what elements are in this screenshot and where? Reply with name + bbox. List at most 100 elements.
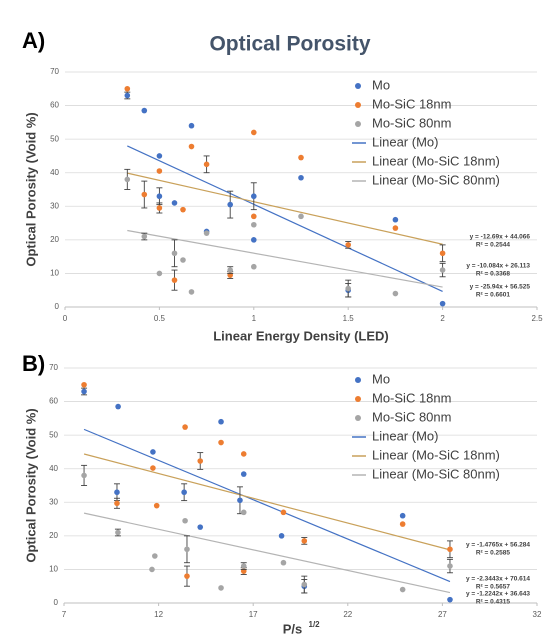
legend-marker <box>355 377 361 383</box>
trendline <box>127 172 443 245</box>
point <box>240 563 247 569</box>
point <box>114 500 120 507</box>
x-tick-label: 2.5 <box>531 314 543 323</box>
x-tick-label: 17 <box>249 610 258 619</box>
point <box>278 533 285 539</box>
point <box>181 489 187 496</box>
point <box>124 85 131 92</box>
x-tick-label: 22 <box>343 610 352 619</box>
point <box>218 418 224 425</box>
x-tick-label: 2 <box>440 314 445 323</box>
legend-label: Mo <box>372 77 390 92</box>
point <box>392 225 399 231</box>
legend-marker <box>355 396 361 402</box>
x-tick-label: 32 <box>533 610 542 619</box>
x-tick-label: 12 <box>154 610 163 619</box>
point <box>447 546 453 553</box>
point <box>141 107 148 114</box>
trend-equation: y = -10.084x + 26.113 <box>466 263 530 270</box>
y-tick-label: 70 <box>50 67 59 76</box>
y-tick-label: 0 <box>54 598 59 607</box>
y-tick-label: 30 <box>49 497 58 506</box>
point <box>399 521 406 527</box>
point <box>447 596 453 603</box>
point <box>156 168 163 174</box>
point <box>150 465 156 471</box>
point <box>240 471 247 477</box>
y-tick-label: 0 <box>55 302 60 311</box>
y-tick-label: 40 <box>49 464 58 473</box>
trend-r2: R² = 0.3368 <box>476 271 511 278</box>
y-tick-label: 10 <box>49 565 58 574</box>
point <box>124 92 131 99</box>
point <box>149 566 155 573</box>
x-tick-label: 0 <box>63 314 68 323</box>
point <box>171 277 178 283</box>
point <box>197 524 204 530</box>
point <box>251 129 257 136</box>
y-tick-label: 10 <box>50 269 59 278</box>
point <box>156 153 163 159</box>
point <box>152 553 158 559</box>
legend-marker <box>355 83 361 89</box>
trendline <box>83 453 451 551</box>
x-tick-label: 0.5 <box>154 314 166 323</box>
point <box>171 200 178 206</box>
point <box>298 174 304 181</box>
point <box>399 512 406 519</box>
trend-equation: y = -2.3443x + 70.614 <box>466 576 530 583</box>
point <box>227 267 233 273</box>
point <box>81 388 87 395</box>
trend-r2: R² = 0.2585 <box>476 550 511 557</box>
legend-label: Linear (Mo-SiC 80nm) <box>372 466 500 481</box>
trend-equation: y = -1.2242x + 36.643 <box>466 591 530 598</box>
point <box>180 206 186 213</box>
point <box>197 458 204 464</box>
trend-equation: y = -1.4765x + 56.284 <box>466 542 530 549</box>
legend-label: Linear (Mo-SiC 18nm) <box>372 447 500 462</box>
point <box>227 201 233 208</box>
trend-equation: y = -25.94x + 56.525 <box>470 284 531 291</box>
panel-label: B) <box>22 351 45 376</box>
x-tick-label: 27 <box>438 610 447 619</box>
y-axis-label: Optical Porosity (Void %) <box>23 408 38 562</box>
point <box>251 263 257 270</box>
point <box>114 489 120 496</box>
y-tick-label: 50 <box>50 134 59 143</box>
trendline <box>83 512 451 594</box>
x-tick-label: 1.5 <box>343 314 355 323</box>
y-tick-label: 60 <box>50 101 59 110</box>
point <box>237 497 243 504</box>
point <box>150 449 156 455</box>
point <box>188 289 195 295</box>
legend-label: Linear (Mo-SiC 80nm) <box>372 172 500 187</box>
legend-label: Linear (Mo) <box>372 134 438 149</box>
x-axis-label-sup: 1/2 <box>309 620 321 629</box>
point <box>182 517 188 524</box>
point <box>188 143 195 150</box>
point <box>399 586 406 593</box>
legend-label: Mo-SiC 80nm <box>372 409 451 424</box>
point <box>182 424 188 430</box>
point <box>171 250 178 257</box>
legend-label: Mo <box>372 371 390 386</box>
legend-marker <box>355 415 361 421</box>
point <box>447 563 453 569</box>
trendline <box>127 145 443 292</box>
point <box>141 233 148 240</box>
y-tick-label: 70 <box>49 363 58 372</box>
y-tick-label: 20 <box>50 235 59 244</box>
y-tick-label: 50 <box>49 430 58 439</box>
legend-label: Mo-SiC 80nm <box>372 115 451 130</box>
point <box>184 546 190 553</box>
point <box>392 216 399 223</box>
x-tick-label: 7 <box>62 610 67 619</box>
legend-label: Linear (Mo-SiC 18nm) <box>372 153 500 168</box>
point <box>81 381 87 388</box>
point <box>156 193 163 200</box>
y-tick-label: 40 <box>50 168 59 177</box>
point <box>184 573 190 579</box>
legend-label: Mo-SiC 18nm <box>372 96 451 111</box>
point <box>124 176 131 183</box>
